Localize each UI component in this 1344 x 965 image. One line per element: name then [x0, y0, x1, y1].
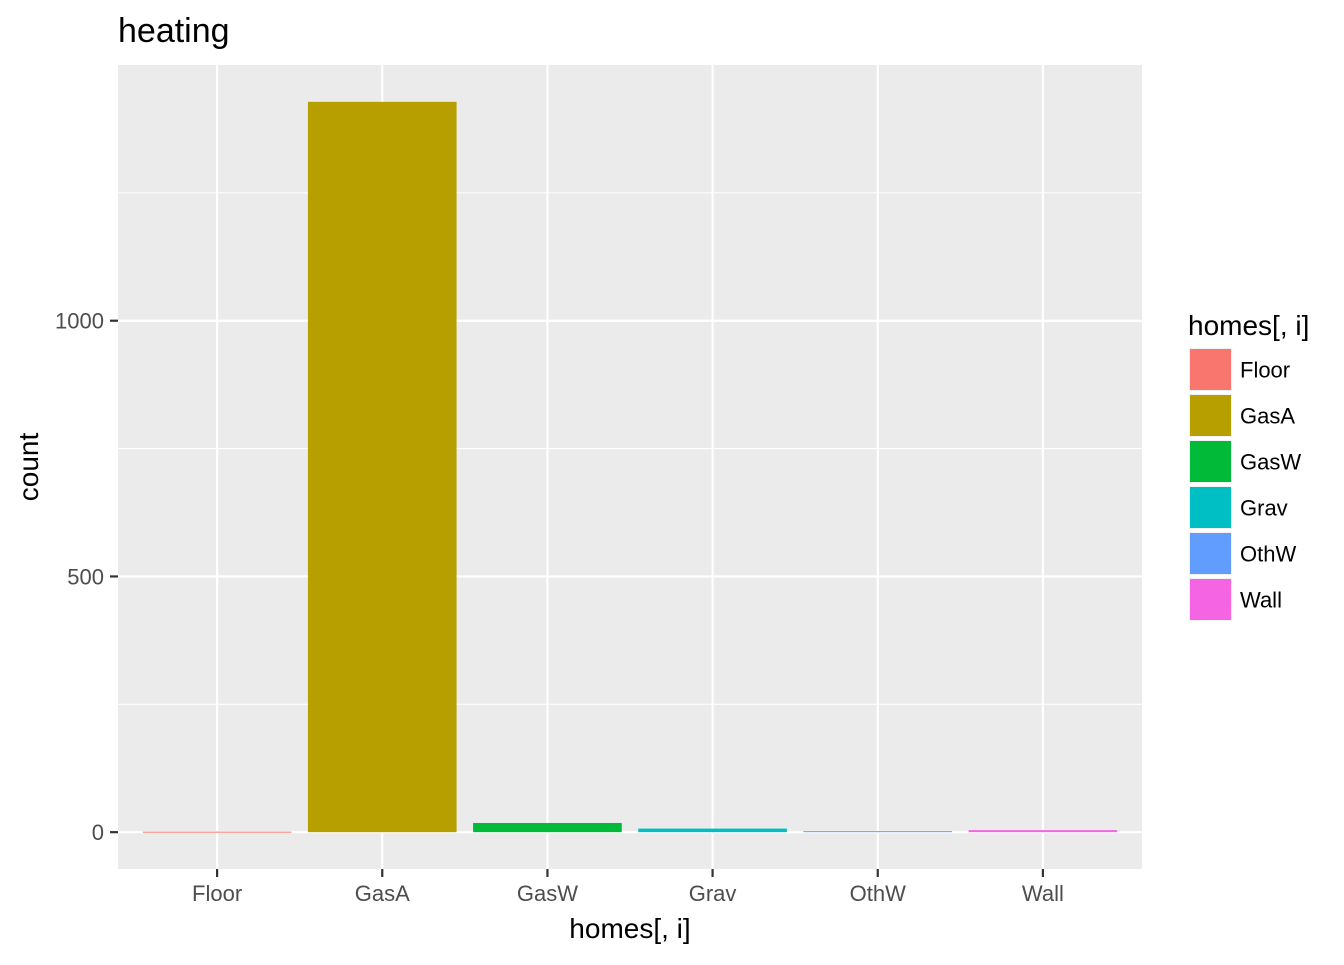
chart-title: heating [118, 12, 230, 50]
y-axis: 0 500 1000 [55, 309, 118, 845]
legend-label-othw: OthW [1240, 542, 1296, 567]
bar-floor [142, 831, 292, 833]
x-axis: Floor GasA GasW Grav OthW Wall [192, 869, 1064, 906]
bar-gasw [473, 822, 622, 833]
plot-panel [118, 65, 1142, 869]
legend-label-gasw: GasW [1240, 450, 1301, 475]
bars [142, 101, 1118, 833]
y-tick-label: 0 [92, 820, 104, 845]
legend-swatch-floor [1190, 349, 1231, 390]
bar-grav [638, 828, 787, 833]
x-tick-label: GasW [517, 881, 578, 906]
legend-label-wall: Wall [1240, 588, 1282, 613]
x-tick-label: Floor [192, 881, 242, 906]
y-tick-label: 1000 [55, 309, 104, 334]
legend-swatch-othw [1190, 533, 1231, 574]
legend-label-grav: Grav [1240, 496, 1288, 521]
bar-othw [803, 831, 953, 833]
x-axis-title: homes[, i] [569, 913, 690, 944]
legend-label-gasa: GasA [1240, 404, 1295, 429]
legend-title: homes[, i] [1188, 310, 1309, 341]
x-tick-label: Grav [689, 881, 737, 906]
x-tick-label: GasA [355, 881, 410, 906]
bar-gasa [307, 101, 457, 833]
x-tick-label: OthW [850, 881, 906, 906]
legend: homes[, i] Floor GasA GasW Grav OthW Wall [1188, 310, 1309, 621]
legend-swatch-gasw [1190, 441, 1231, 482]
x-tick-label: Wall [1022, 881, 1064, 906]
legend-swatch-wall [1190, 579, 1231, 620]
y-axis-title: count [13, 433, 44, 502]
y-tick-label: 500 [67, 564, 104, 589]
bar-wall [968, 830, 1118, 833]
legend-swatch-grav [1190, 487, 1231, 528]
legend-label-floor: Floor [1240, 358, 1290, 383]
legend-swatch-gasa [1190, 395, 1231, 436]
